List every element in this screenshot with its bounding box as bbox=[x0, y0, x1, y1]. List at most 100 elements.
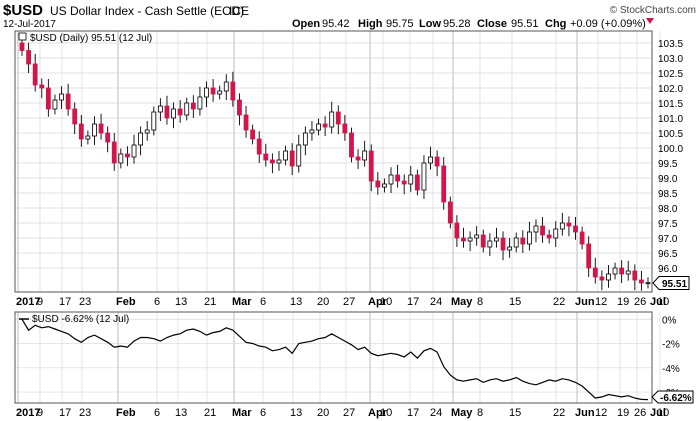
close-value: 95.51 bbox=[511, 18, 539, 30]
copyright: © StockCharts.com bbox=[610, 5, 696, 16]
x-tick-label: 10 bbox=[657, 296, 669, 308]
candle-body bbox=[32, 63, 38, 86]
candle bbox=[105, 126, 111, 153]
candle bbox=[559, 212, 565, 236]
candle-body bbox=[184, 102, 190, 116]
candle bbox=[401, 174, 407, 195]
candle bbox=[434, 150, 440, 177]
candle bbox=[223, 74, 229, 100]
candle bbox=[237, 93, 242, 126]
candle bbox=[335, 105, 341, 135]
candle-body bbox=[434, 156, 440, 167]
pct-x-tick-label: Jul bbox=[650, 407, 666, 419]
pct-y-tick-label: -4% bbox=[662, 364, 680, 375]
y-tick-label: 96.5 bbox=[658, 249, 678, 260]
x-tick-label: 20 bbox=[317, 296, 329, 308]
candle-body bbox=[546, 234, 552, 239]
candle bbox=[157, 98, 163, 121]
candle bbox=[540, 217, 545, 243]
candle-body bbox=[625, 270, 631, 275]
candle-body bbox=[316, 123, 321, 131]
pct-x-tick-label: 13 bbox=[290, 407, 302, 419]
candle-body bbox=[289, 150, 295, 167]
candle-body bbox=[39, 84, 45, 89]
percent-y-axis: 0%-2%-4%-6% bbox=[662, 315, 680, 399]
candle-body bbox=[342, 123, 348, 134]
candle bbox=[276, 151, 282, 171]
y-tick-label: 98.0 bbox=[658, 204, 678, 215]
pct-x-tick-label: 20 bbox=[317, 407, 329, 419]
pct-x-tick-label: 26 bbox=[634, 407, 646, 419]
x-tick-label: Feb bbox=[116, 296, 136, 308]
candle bbox=[217, 85, 223, 100]
candle bbox=[138, 126, 144, 156]
candle bbox=[65, 83, 71, 116]
y-tick-label: 103.5 bbox=[658, 39, 683, 50]
last-percent-marker: -6.62% bbox=[651, 390, 694, 404]
candle bbox=[118, 148, 124, 169]
candle-body bbox=[59, 93, 64, 101]
candle-body bbox=[467, 237, 473, 242]
candle-body bbox=[26, 50, 31, 65]
candle-body bbox=[105, 132, 111, 143]
chg-label: Chg bbox=[545, 18, 566, 30]
candle-body bbox=[125, 153, 130, 158]
candle-body bbox=[118, 153, 124, 164]
candle bbox=[316, 118, 321, 136]
x-tick-label: Jul bbox=[650, 296, 666, 308]
candle-body bbox=[45, 87, 51, 110]
candle bbox=[355, 149, 361, 169]
x-tick-label: Apr bbox=[368, 296, 388, 308]
candle bbox=[454, 215, 460, 247]
percent-panel-frame bbox=[14, 311, 653, 404]
candle-body bbox=[250, 129, 256, 140]
price-y-axis: 96.0 96.5 97.0 97.5 98.0 98.5 99.0 99.5 100.0 100… bbox=[658, 39, 683, 275]
last-price-marker: 95.51 bbox=[652, 276, 690, 290]
x-tick-label: 19 bbox=[617, 296, 629, 308]
candle bbox=[144, 121, 150, 141]
price-legend-text: $USD (Daily) 95.51 (12 Jul) bbox=[30, 33, 152, 44]
pct-x-tick-label: 19 bbox=[617, 407, 629, 419]
candle bbox=[553, 221, 559, 247]
candle-body bbox=[619, 267, 625, 275]
chart-symbol: $USD bbox=[3, 2, 43, 19]
candle bbox=[263, 143, 269, 167]
candle bbox=[19, 37, 25, 56]
pct-x-tick-label: Mar bbox=[232, 407, 252, 419]
chg-value: +0.09 (+0.09%) bbox=[570, 18, 646, 30]
candle bbox=[395, 164, 401, 188]
candle bbox=[586, 236, 592, 277]
candle bbox=[375, 172, 381, 195]
high-label: High bbox=[358, 18, 383, 30]
candle bbox=[52, 94, 58, 115]
candle-body bbox=[480, 234, 486, 248]
candle bbox=[480, 229, 486, 253]
candle bbox=[368, 144, 374, 192]
candle-body bbox=[92, 123, 97, 137]
y-tick-label: 99.5 bbox=[658, 159, 678, 170]
candle bbox=[619, 260, 625, 283]
candle-body bbox=[151, 111, 157, 131]
pct-x-tick-label: Jun bbox=[575, 407, 595, 419]
x-tick-label: 8 bbox=[477, 296, 483, 308]
candle-body bbox=[355, 156, 361, 161]
candle bbox=[388, 167, 394, 193]
candle-body bbox=[520, 237, 526, 245]
candle bbox=[204, 81, 209, 108]
candle bbox=[92, 116, 97, 145]
x-tick-label: 9 bbox=[37, 296, 43, 308]
candle-body bbox=[217, 90, 223, 95]
candle-body bbox=[606, 273, 611, 281]
candle-body bbox=[579, 231, 585, 245]
chart-exchange: ICE bbox=[229, 4, 249, 18]
percent-legend: $USD -6.62% (12 Jul) bbox=[19, 314, 129, 325]
candle-body bbox=[428, 156, 433, 164]
candle-body bbox=[375, 180, 381, 188]
candle-body bbox=[559, 222, 565, 230]
candle-body bbox=[401, 180, 407, 185]
x-tick-label: 23 bbox=[79, 296, 91, 308]
candle-body bbox=[553, 228, 559, 239]
pct-x-tick-label: 6 bbox=[260, 407, 266, 419]
